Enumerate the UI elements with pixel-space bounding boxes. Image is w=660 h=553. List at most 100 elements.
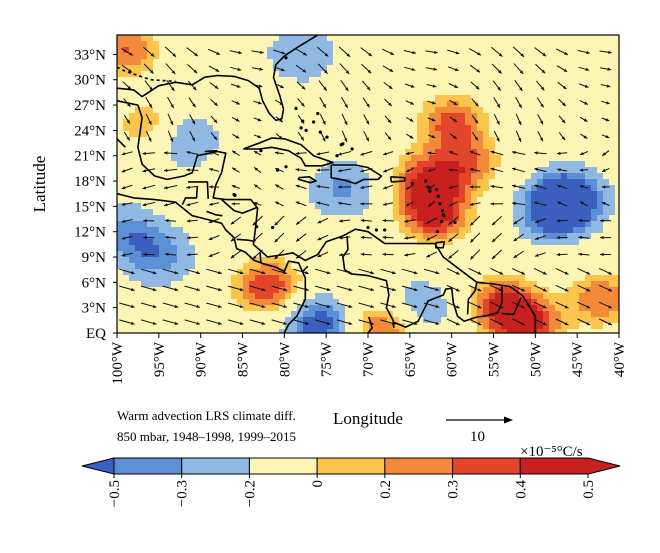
field-cell xyxy=(435,95,442,102)
field-cell xyxy=(573,83,580,90)
field-cell xyxy=(501,77,508,84)
wind-vector-head xyxy=(383,169,387,173)
field-cell xyxy=(243,281,250,288)
field-cell xyxy=(609,35,616,42)
field-cell xyxy=(123,233,130,240)
field-cell xyxy=(573,89,580,96)
field-cell xyxy=(273,71,280,78)
field-cell xyxy=(447,263,454,270)
field-cell xyxy=(603,239,610,246)
field-cell xyxy=(615,155,619,162)
field-cell xyxy=(579,263,586,270)
wind-vector xyxy=(401,285,418,292)
field-cell xyxy=(243,203,250,210)
field-cell xyxy=(471,149,478,156)
field-cell xyxy=(189,227,196,234)
field-cell xyxy=(393,173,400,180)
field-cell xyxy=(285,95,292,102)
field-cell xyxy=(447,89,454,96)
field-cell xyxy=(369,65,376,72)
field-cell xyxy=(555,281,562,288)
wind-vector-head xyxy=(392,304,396,308)
wind-vector xyxy=(601,167,610,173)
field-cell xyxy=(495,161,502,168)
field-cell xyxy=(543,203,550,210)
field-cell xyxy=(579,179,586,186)
field-cell xyxy=(147,329,154,333)
field-cell xyxy=(285,197,292,204)
field-cell xyxy=(477,281,484,288)
field-cell xyxy=(135,131,142,138)
field-cell xyxy=(351,317,358,324)
field-cell xyxy=(471,119,478,126)
field-cell xyxy=(225,185,232,192)
field-cell xyxy=(273,245,280,252)
field-cell xyxy=(579,59,586,66)
field-cell xyxy=(597,59,604,66)
field-cell xyxy=(183,197,190,204)
wind-vector-head xyxy=(405,151,410,155)
field-cell xyxy=(525,119,532,126)
wind-vector-head xyxy=(283,321,287,325)
field-cell xyxy=(123,137,130,144)
field-cell xyxy=(555,197,562,204)
field-cell xyxy=(243,83,250,90)
field-cell xyxy=(141,125,148,132)
field-cell xyxy=(615,131,619,138)
field-cell xyxy=(495,71,502,78)
field-cell xyxy=(597,221,604,228)
field-cell xyxy=(375,65,382,72)
field-cell xyxy=(309,113,316,120)
field-cell xyxy=(237,191,244,198)
field-cell xyxy=(363,311,370,318)
wind-vector-head xyxy=(413,287,418,292)
wind-vector xyxy=(360,185,373,189)
field-cell xyxy=(255,281,262,288)
field-cell xyxy=(135,41,142,48)
field-cell xyxy=(495,89,502,96)
field-cell xyxy=(159,179,166,186)
field-cell xyxy=(135,125,142,132)
field-cell xyxy=(333,167,340,174)
field-cell xyxy=(195,263,202,270)
field-cell xyxy=(381,317,388,324)
field-cell xyxy=(423,197,430,204)
field-cell xyxy=(159,299,166,306)
field-cell xyxy=(171,185,178,192)
field-cell xyxy=(519,101,526,108)
wind-vector xyxy=(186,253,198,257)
field-cell xyxy=(387,257,394,264)
field-cell xyxy=(549,251,556,258)
field-cell xyxy=(513,281,520,288)
field-cell xyxy=(333,203,340,210)
field-cell xyxy=(453,317,460,324)
wind-vector-head xyxy=(535,253,539,257)
field-cell xyxy=(381,77,388,84)
wind-vector-head xyxy=(174,287,179,292)
field-cell xyxy=(471,329,478,333)
field-cell xyxy=(237,245,244,252)
field-cell xyxy=(417,305,424,312)
field-cell xyxy=(243,221,250,228)
field-cell xyxy=(339,101,346,108)
field-cell xyxy=(483,155,490,162)
wind-vector xyxy=(140,302,157,308)
field-cell xyxy=(567,239,574,246)
field-cell xyxy=(579,143,586,150)
field-cell xyxy=(447,47,454,54)
field-cell xyxy=(297,197,304,204)
field-cell xyxy=(153,203,160,210)
field-cell xyxy=(435,329,442,333)
field-cell xyxy=(543,107,550,114)
field-cell xyxy=(561,149,568,156)
field-cell xyxy=(285,83,292,90)
field-cell xyxy=(321,287,328,294)
field-cell xyxy=(501,287,508,294)
field-cell xyxy=(291,293,298,300)
field-cell xyxy=(255,305,262,312)
field-cell xyxy=(243,53,250,60)
field-cell xyxy=(393,143,400,150)
field-cell xyxy=(441,191,448,198)
field-cell xyxy=(219,101,226,108)
field-cell xyxy=(615,83,619,90)
